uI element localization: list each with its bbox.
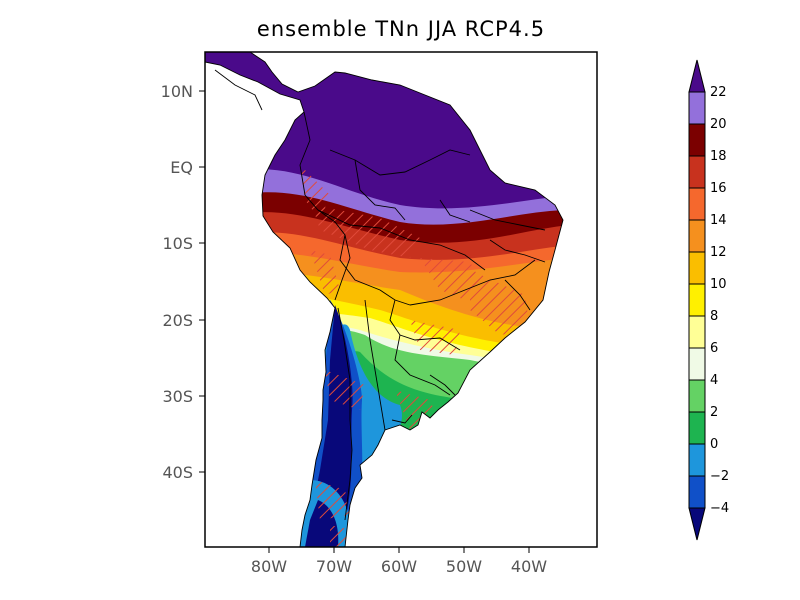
lon-label: 80W	[251, 557, 287, 576]
colorbar-box	[688, 347, 706, 381]
colorbar-tick-label: 18	[710, 149, 727, 164]
band-light-green	[205, 328, 563, 547]
colorbar-tick-label: 22	[710, 85, 727, 100]
lon-label: 40W	[511, 557, 547, 576]
colorbar-tick-label: −2	[710, 469, 729, 484]
significance-hatching	[300, 165, 530, 547]
colorbar-tick-label: 16	[710, 181, 727, 196]
colorbar-box	[688, 155, 706, 189]
colorbar: 22 20 18 16 14 12 10 8 6 4 2 0 −2 −4	[688, 59, 729, 541]
colorbar-box	[688, 187, 706, 221]
colorbar-tick-label: 20	[710, 117, 727, 132]
colorbar-box	[688, 443, 706, 477]
lat-label: 10N	[161, 82, 193, 101]
colorbar-boxes	[688, 91, 706, 509]
lat-label: 20S	[162, 311, 193, 330]
colorbar-tick-label: 4	[710, 373, 718, 388]
lat-label: 10S	[162, 234, 193, 253]
colorbar-box	[688, 91, 706, 125]
lat-label: EQ	[170, 158, 193, 177]
colorbar-tick-label: 6	[710, 341, 718, 356]
colorbar-tick-label: 0	[710, 437, 718, 452]
colorbar-labels: 22 20 18 16 14 12 10 8 6 4 2 0 −2 −4	[710, 85, 729, 516]
colorbar-box	[688, 123, 706, 157]
colorbar-tick-label: 2	[710, 405, 718, 420]
colorbar-tick-label: 8	[710, 309, 718, 324]
colorbar-upper-arrow	[688, 59, 706, 93]
colorbar-lower-arrow	[688, 507, 706, 541]
colorbar-box	[688, 283, 706, 317]
lat-label: 40S	[162, 463, 193, 482]
colorbar-box	[688, 315, 706, 349]
colorbar-tick-label: 14	[710, 213, 727, 228]
lon-label: 50W	[446, 557, 482, 576]
colorbar-box	[688, 475, 706, 509]
colorbar-box	[688, 379, 706, 413]
axis-ticks	[199, 90, 530, 553]
colorbar-box	[688, 219, 706, 253]
colorbar-box	[688, 251, 706, 285]
map-title: ensemble TNn JJA RCP4.5	[256, 17, 546, 41]
map-frame	[204, 51, 598, 548]
colorbar-box	[688, 411, 706, 445]
colorbar-tick-label: 10	[710, 277, 727, 292]
lon-label: 70W	[316, 557, 352, 576]
coastline-and-borders	[205, 52, 564, 547]
lon-label: 60W	[381, 557, 417, 576]
band-green	[205, 351, 563, 547]
colorbar-tick-label: −4	[710, 501, 729, 516]
lat-label: 30S	[162, 387, 193, 406]
lon-labels: 80W 70W 60W 50W 40W	[251, 557, 547, 576]
colorbar-tick-label: 12	[710, 245, 727, 260]
lat-labels: 10N EQ 10S 20S 30S 40S	[161, 82, 193, 482]
